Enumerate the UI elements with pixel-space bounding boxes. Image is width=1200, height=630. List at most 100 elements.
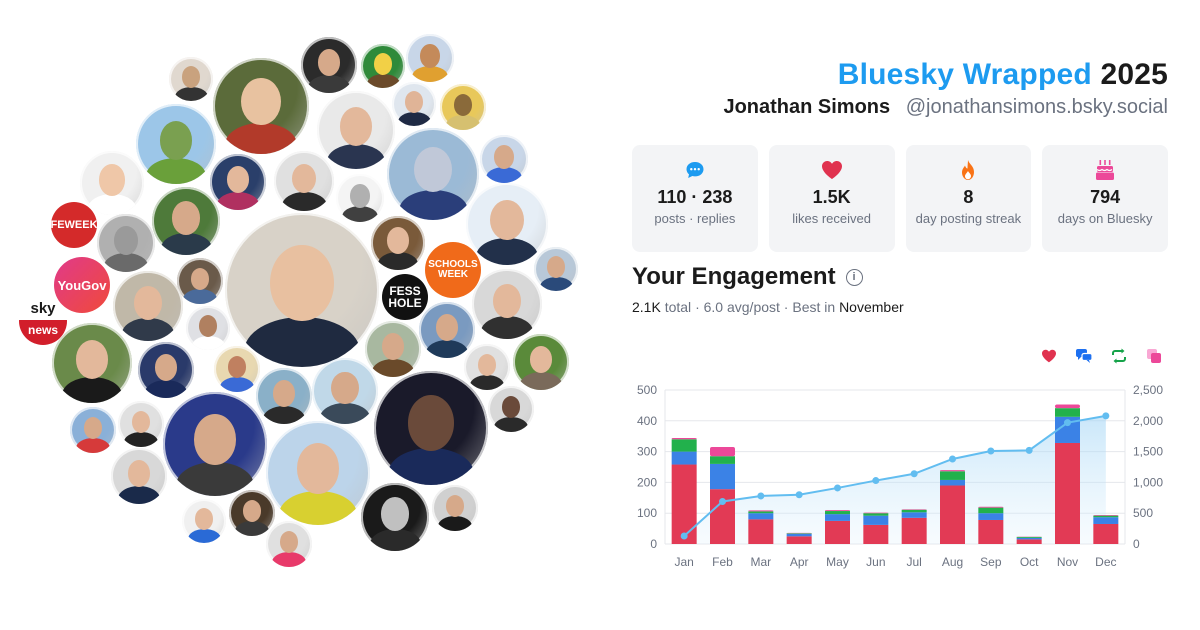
avatar xyxy=(136,104,216,184)
stat-value: 794 xyxy=(1090,187,1121,207)
avatar xyxy=(177,258,223,304)
bar-segment xyxy=(901,509,927,510)
stat-value: 110 · 238 xyxy=(657,187,733,207)
cumulative-point xyxy=(795,491,803,499)
y-tick-right: 2,000 xyxy=(1133,414,1163,428)
bar-segment xyxy=(748,510,774,512)
avatar xyxy=(113,271,183,341)
x-tick-label: Feb xyxy=(712,555,733,569)
avatar xyxy=(480,135,528,183)
bar-segment xyxy=(901,509,927,513)
engagement-chart: 0 0 100 500 200 1,000 300 1,500 400 2,000 500 2,500… xyxy=(637,383,1163,569)
bar-segment xyxy=(978,513,1004,520)
x-tick-label: Nov xyxy=(1057,555,1078,569)
bar-segment xyxy=(671,451,697,465)
reply-icon[interactable] xyxy=(1075,347,1093,365)
bar-segment xyxy=(1093,523,1119,544)
y-tick-right: 0 xyxy=(1133,537,1140,551)
avatar xyxy=(361,44,405,88)
bar-segment xyxy=(1093,515,1119,518)
avatar xyxy=(169,57,213,101)
separator: · xyxy=(783,299,789,315)
cumulative-point xyxy=(719,497,726,505)
bar-segment xyxy=(1055,408,1080,417)
avatar xyxy=(52,323,132,403)
stat-card-likes: 1.5K likes received xyxy=(768,145,895,252)
bar-segment xyxy=(940,471,965,480)
schools-week-logo: SCHOOLS WEEK xyxy=(425,242,481,298)
info-icon[interactable]: i xyxy=(845,268,863,286)
bar-segment xyxy=(901,517,927,544)
bar-segment xyxy=(1016,539,1042,544)
repost-icon[interactable] xyxy=(1110,347,1128,365)
bar-segment xyxy=(1016,537,1042,540)
quote-icon[interactable] xyxy=(1145,347,1163,365)
avatar xyxy=(387,128,479,220)
bar-segment xyxy=(710,463,735,490)
engagement-total-word: total xyxy=(664,299,692,315)
stat-card-days: 794 days on Bluesky xyxy=(1042,145,1168,252)
avatar xyxy=(229,490,275,536)
flame-icon xyxy=(906,159,1032,181)
bar-segment xyxy=(978,506,1004,508)
cumulative-point xyxy=(834,484,841,492)
x-tick-label: Aug xyxy=(942,555,963,569)
bar-segment xyxy=(940,470,965,472)
cake-icon xyxy=(1042,159,1168,181)
cumulative-point xyxy=(680,532,688,540)
engagement-total: 2.1K xyxy=(632,299,661,315)
stat-card-streak: 8 day posting streak xyxy=(905,145,1032,252)
avatar xyxy=(266,521,312,567)
cumulative-point xyxy=(1064,419,1071,427)
bar-segment xyxy=(786,533,812,537)
bar-segment xyxy=(1016,536,1042,538)
engagement-avg: 6.0 avg/post xyxy=(703,299,780,315)
avatar xyxy=(374,371,488,485)
heart-icon xyxy=(769,159,895,181)
avatar xyxy=(534,247,578,291)
bar-segment xyxy=(825,510,850,512)
bar-segment xyxy=(671,464,697,544)
y-tick-left: 500 xyxy=(637,383,657,397)
bar-segment xyxy=(1093,517,1119,524)
avatar xyxy=(361,483,429,551)
fess-hole-logo: FESS HOLE xyxy=(382,274,428,320)
heart-icon[interactable] xyxy=(1040,347,1058,365)
stat-label: posts · replies xyxy=(654,211,736,226)
stat-value: 1.5K xyxy=(812,187,851,207)
cumulative-point xyxy=(910,470,918,478)
avatar xyxy=(213,58,309,154)
avatar xyxy=(138,342,194,398)
stat-label: days on Bluesky xyxy=(1057,211,1153,226)
avatar xyxy=(472,269,542,339)
brand-title: Bluesky Wrapped xyxy=(837,58,1092,91)
avatar xyxy=(513,334,569,390)
avatar xyxy=(274,151,334,211)
logo-text: sky xyxy=(30,300,56,317)
avatar xyxy=(312,358,378,424)
yougov-logo: YouGov xyxy=(54,257,110,313)
avatar xyxy=(317,91,395,169)
stat-card-posts: 110 · 238 posts · replies xyxy=(632,145,758,252)
avatar xyxy=(225,213,379,367)
logo-text: HOLE xyxy=(388,296,422,310)
bar-segment xyxy=(978,507,1004,514)
avatar xyxy=(163,392,267,496)
avatar xyxy=(152,187,220,255)
bar-segment xyxy=(825,520,850,544)
sky-news-logo: sky news xyxy=(19,297,67,345)
engagement-title-text: Your Engagement xyxy=(632,263,836,290)
engagement-summary: 2.1K total · 6.0 avg/post · Best in Nove… xyxy=(632,299,904,315)
avatar xyxy=(406,34,454,82)
x-tick-label: Jan xyxy=(674,555,693,569)
y-tick-right: 500 xyxy=(1133,506,1153,520)
x-tick-label: Apr xyxy=(790,555,809,569)
logo-text: FEWEEK xyxy=(51,218,97,231)
bar-segment xyxy=(863,515,889,525)
bar-segment xyxy=(825,511,850,515)
x-tick-label: Sep xyxy=(980,555,1002,569)
separator: · xyxy=(695,299,700,315)
bar-segment xyxy=(978,519,1004,544)
bar-segment xyxy=(825,514,850,521)
y-tick-left: 0 xyxy=(650,537,657,551)
